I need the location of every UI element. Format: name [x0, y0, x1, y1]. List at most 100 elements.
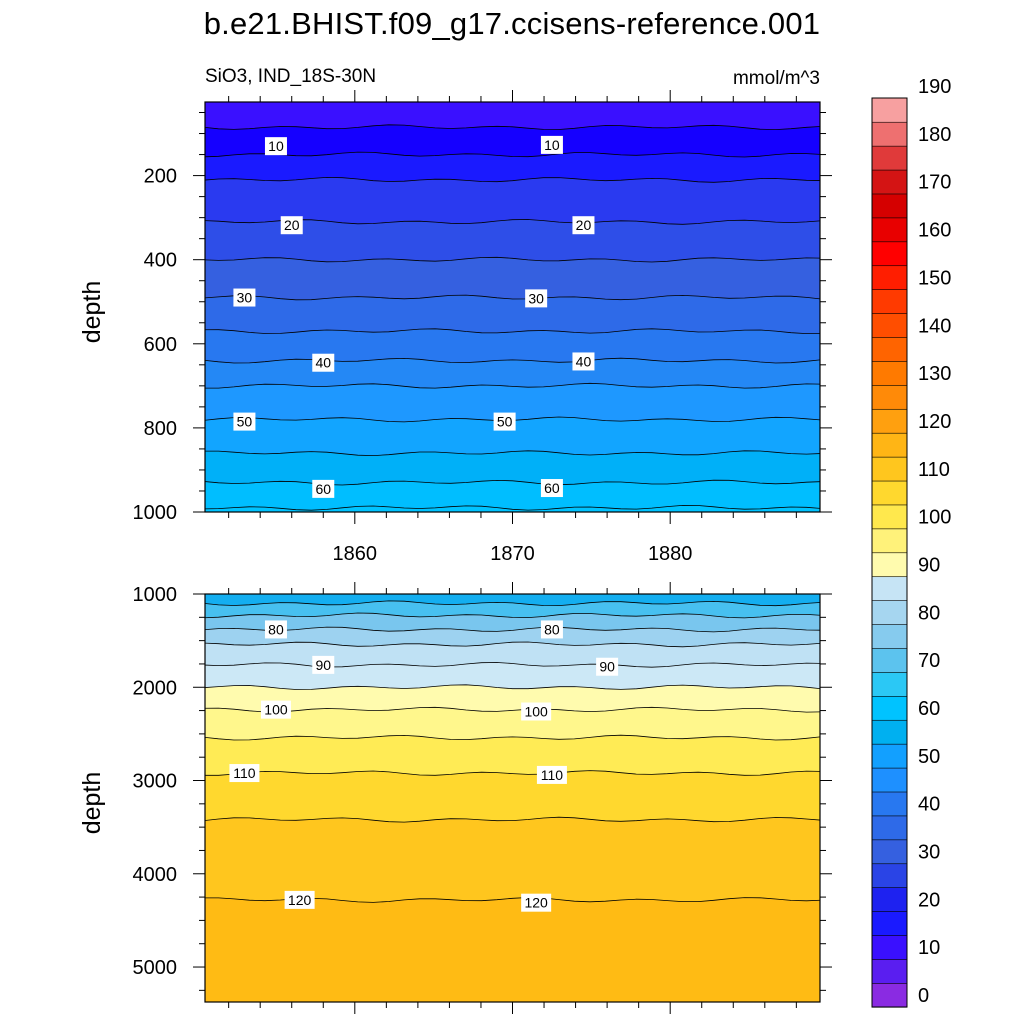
upper-contour-line: [205, 504, 820, 511]
colorbar-label: 190: [918, 76, 951, 98]
colorbar-label: 60: [918, 698, 940, 720]
contour-label-text: 90: [599, 659, 615, 675]
contour-label-box: [284, 890, 315, 909]
upper-contour-line: [205, 357, 820, 364]
colorbar-swatch: [871, 528, 908, 554]
contour-label-box: [312, 655, 335, 674]
lower-y-tick-label: 2000: [133, 677, 178, 699]
colorbar-swatch: [871, 600, 908, 625]
upper-contour-label: 30: [233, 288, 256, 307]
colorbar-swatch: [871, 97, 908, 123]
lower-contour-label: 110: [229, 764, 260, 783]
contour-label-box: [572, 352, 595, 371]
colorbar-label: 180: [918, 124, 951, 146]
lower-contour-label: 80: [264, 620, 287, 639]
contour-label-box: [280, 216, 303, 235]
lower-y-tick-label: 1000: [133, 584, 178, 606]
colorbar-swatch: [871, 169, 908, 195]
contour-label-box: [521, 702, 552, 721]
upper-contour-line: [205, 479, 820, 486]
colorbar-swatch: [871, 360, 908, 386]
contour-label-text: 120: [524, 895, 548, 911]
colorbar-label: 70: [918, 650, 940, 672]
contour-label-text: 60: [544, 480, 560, 496]
colorbar-swatch: [871, 456, 908, 482]
lower-contour-label: 90: [596, 657, 619, 676]
lower-contour-label: 80: [540, 620, 563, 639]
upper-contour-label: 10: [264, 137, 287, 156]
contour-label-box: [596, 657, 619, 676]
contour-label-text: 60: [315, 481, 331, 497]
contour-label-text: 100: [524, 704, 548, 720]
contour-label-text: 50: [497, 414, 513, 430]
contour-label-text: 100: [264, 702, 288, 718]
colorbar-swatch: [871, 958, 908, 984]
colorbar-label: 100: [918, 507, 951, 529]
colorbar-swatch: [871, 384, 908, 410]
lower-contour-line: [205, 706, 820, 713]
lower-y-tick-label: 3000: [133, 771, 178, 793]
contour-label-box: [233, 288, 256, 307]
contour-label-box: [229, 764, 260, 783]
colorbar-label: 130: [918, 363, 951, 385]
colorbar-swatch: [871, 480, 908, 506]
lower-contour-line: [205, 612, 820, 619]
colorbar-label: 140: [918, 315, 951, 337]
colorbar-swatch: [871, 647, 908, 673]
lower-contour-line: [205, 770, 820, 776]
colorbar-swatch: [871, 695, 908, 721]
colorbar-swatch: [871, 265, 908, 290]
contour-label-box: [493, 412, 516, 431]
contour-label-box: [264, 137, 287, 156]
units-label: mmol/m^3: [732, 68, 820, 89]
colorbar: 0 10 20 30 40 50 60 70 80 90 100 110 120 130 140 150 160…: [871, 76, 951, 1008]
upper-contour-label: 10: [540, 135, 563, 154]
upper-y-axis-title: depth: [78, 281, 106, 344]
colorbar-label: 0: [918, 985, 929, 1007]
lower-contour-label: 100: [260, 700, 291, 719]
upper-contour-label: 60: [540, 479, 563, 498]
lower-contour-line: [205, 662, 820, 668]
contour-label-text: 40: [576, 353, 592, 369]
colorbar-label: 80: [918, 602, 940, 624]
upper-y-tick-label: 400: [144, 250, 177, 272]
contour-label-box: [233, 412, 256, 431]
colorbar-label: 30: [918, 842, 940, 864]
x-tick-label: 1880: [648, 543, 693, 565]
upper-y-tick-label: 800: [144, 418, 177, 440]
contour-label-text: 90: [315, 657, 331, 673]
upper-contour-label: 30: [525, 289, 548, 308]
colorbar-swatch: [871, 767, 908, 793]
upper-contour-line: [205, 151, 820, 158]
colorbar-swatch: [871, 719, 908, 745]
contour-label-box: [540, 479, 563, 498]
colorbar-label: 170: [918, 172, 951, 194]
colorbar-swatch: [871, 839, 908, 865]
colorbar-swatch: [871, 815, 908, 841]
colorbar-label: 90: [918, 554, 940, 576]
contour-label-box: [260, 700, 291, 719]
upper-y-tick-label: 1000: [133, 502, 178, 524]
colorbar-swatch: [871, 934, 908, 960]
upper-contour-line: [205, 382, 820, 389]
lower-band-11: [205, 897, 820, 1002]
colorbar-swatch: [871, 217, 908, 243]
upper-contour-label: 40: [572, 352, 595, 371]
lower-contour-line: [205, 684, 820, 690]
contour-label-box: [525, 289, 548, 308]
lower-contour-label: 120: [284, 890, 315, 909]
contour-label-box: [540, 135, 563, 154]
contour-label-text: 30: [237, 290, 253, 306]
colorbar-swatch: [871, 336, 908, 362]
lower-contour-label: 110: [536, 765, 567, 784]
lower-contour-line: [205, 816, 820, 823]
lower-contour-line: [205, 734, 820, 741]
upper-y-tick-label: 600: [144, 334, 177, 356]
upper-contour-line: [205, 256, 820, 263]
colorbar-swatch: [871, 145, 908, 171]
colorbar-swatch: [871, 887, 908, 912]
lower-contour-label: 120: [521, 893, 552, 912]
colorbar-swatch: [871, 552, 908, 578]
contour-label-text: 110: [233, 765, 256, 781]
colorbar-swatch: [871, 576, 908, 601]
